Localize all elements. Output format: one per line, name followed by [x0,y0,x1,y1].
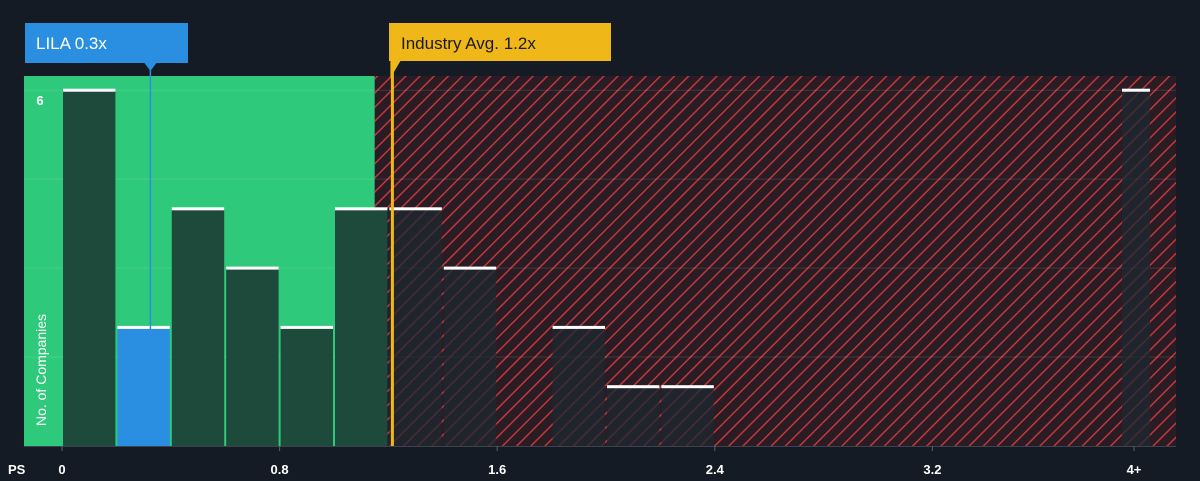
histogram-bar [171,208,225,446]
histogram-bar [661,386,714,446]
x-tick-label: 2.4 [706,462,725,476]
overvalued-zone [374,76,1176,446]
histogram-bar [1122,90,1150,446]
x-tick-label: 4+ [1127,462,1142,476]
bar-top [607,385,660,389]
x-tick-label: 0 [58,462,65,476]
bar-top [552,325,605,329]
company-callout-pointer [144,63,157,71]
histogram-bar [335,208,388,446]
bar-top [389,207,442,211]
x-tick-label: 3.2 [923,462,941,476]
x-axis-title: PS [8,462,26,476]
histogram-bar [389,208,442,446]
bar-top [335,207,388,211]
bar-top [443,266,497,270]
histogram-bar [280,327,333,446]
histogram-bar [63,90,116,446]
histogram-bar [552,327,605,446]
bar-top [171,207,225,211]
bar-top [280,325,333,329]
company-callout [25,23,188,63]
bar-top [1122,88,1150,92]
x-tick-label: 1.6 [488,462,506,476]
company-callout-label: LILA 0.3x [36,34,107,53]
x-tick-label: 0.8 [271,462,289,476]
industry-callout-label: Industry Avg. 1.2x [401,34,536,53]
histogram-bar [443,268,497,446]
bar-top [661,385,714,389]
bar-top [226,266,279,270]
industry-callout-pointer [390,61,401,78]
bar-top [117,325,170,329]
industry-callout [389,23,611,61]
y-axis-title: No. of Companies [33,314,49,426]
company-bar [117,327,170,446]
bar-top [63,88,116,92]
y-tick-label: 6 [36,93,43,108]
histogram-bar [226,268,279,446]
histogram-bar [607,386,660,446]
